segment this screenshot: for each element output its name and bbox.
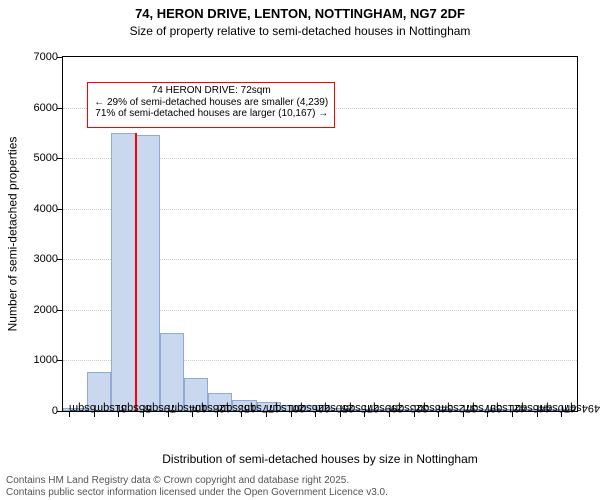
histogram-bar — [136, 135, 160, 411]
histogram-bar — [111, 133, 135, 411]
y-tick-label: 7000 — [8, 51, 58, 63]
footer-line-2: Contains public sector information licen… — [6, 487, 594, 499]
y-tick-label: 0 — [8, 405, 58, 417]
y-axis-label-text: Number of semi-detached properties — [5, 137, 19, 332]
histogram-bar — [160, 333, 184, 411]
y-tick-label: 5000 — [8, 152, 58, 164]
attribution-footer: Contains HM Land Registry data © Crown c… — [0, 474, 600, 500]
property-marker-line — [135, 133, 137, 411]
plot-area: 74 HERON DRIVE: 72sqm← 29% of semi-detac… — [62, 56, 578, 412]
y-tick-label: 4000 — [8, 203, 58, 215]
y-tick-label: 6000 — [8, 102, 58, 114]
subtitle-text: Size of property relative to semi-detach… — [130, 24, 471, 38]
title-text: 74, HERON DRIVE, LENTON, NOTTINGHAM, NG7… — [135, 6, 465, 21]
info-box-smaller: ← 29% of semi-detached houses are smalle… — [94, 97, 328, 109]
property-info-box: 74 HERON DRIVE: 72sqm← 29% of semi-detac… — [87, 82, 335, 128]
histogram-chart: 74, HERON DRIVE, LENTON, NOTTINGHAM, NG7… — [0, 0, 600, 500]
y-tick-label: 1000 — [8, 354, 58, 366]
y-tick-label: 3000 — [8, 253, 58, 265]
info-box-title: 74 HERON DRIVE: 72sqm — [94, 85, 328, 97]
info-box-larger: 71% of semi-detached houses are larger (… — [94, 108, 328, 120]
x-axis-label-text: Distribution of semi-detached houses by … — [162, 452, 478, 466]
y-tick-label: 2000 — [8, 304, 58, 316]
chart-title: 74, HERON DRIVE, LENTON, NOTTINGHAM, NG7… — [0, 0, 600, 22]
x-axis-label: Distribution of semi-detached houses by … — [62, 452, 578, 466]
chart-subtitle: Size of property relative to semi-detach… — [0, 22, 600, 38]
footer-line-1: Contains HM Land Registry data © Crown c… — [6, 475, 594, 487]
